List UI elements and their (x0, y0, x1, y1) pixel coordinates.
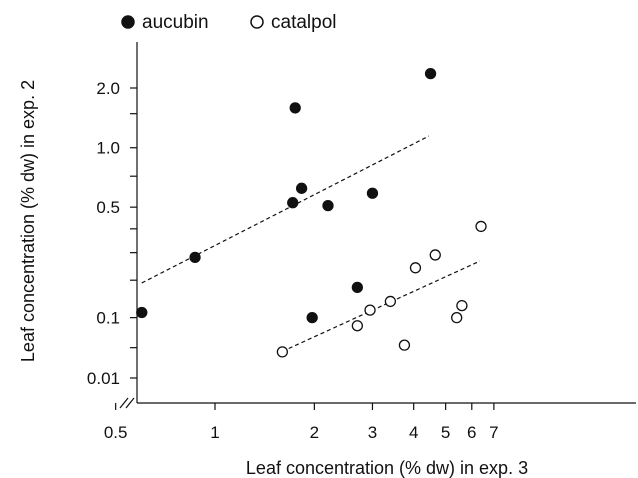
data-point-catalpol (398, 339, 411, 351)
x-tick-label: 2 (310, 423, 319, 442)
data-point-catalpol (451, 311, 463, 324)
data-point-catalpol (456, 299, 468, 312)
data-point-aucubin (351, 281, 364, 294)
legend-marker-catalpol (250, 15, 264, 29)
data-point-aucubin (306, 311, 318, 324)
trend-line-aucubin (141, 135, 430, 284)
data-point-catalpol (429, 249, 441, 261)
data-point-aucubin (424, 67, 437, 80)
x-tick-label: 0.5 (104, 423, 128, 442)
data-point-aucubin (295, 182, 308, 194)
data-point-aucubin (136, 306, 148, 319)
trend-lines (141, 135, 481, 352)
data-point-catalpol (351, 320, 364, 332)
x-axis-title: Leaf concentration (% dw) in exp. 3 (246, 458, 528, 478)
y-tick-label: 2.0 (96, 79, 120, 98)
data-point-catalpol (475, 220, 487, 233)
data-point-aucubin (289, 102, 301, 114)
y-tick-label: 0.01 (87, 369, 120, 388)
x-ticks: 0.5 1 2 3 4 5 6 7 (104, 403, 499, 442)
data-point-aucubin (189, 251, 201, 263)
legend-label-catalpol: catalpol (271, 12, 337, 33)
x-tick-label: 7 (489, 423, 498, 442)
data-point-catalpol (276, 346, 289, 358)
y-ticks: 0.01 0.1 0.5 1.0 2.0 (87, 79, 137, 388)
data-point-aucubin (322, 199, 334, 212)
legend: aucubin catalpol (121, 12, 337, 33)
y-tick-label: 0.5 (96, 198, 120, 217)
x-tick-label: 5 (441, 423, 450, 442)
x-tick-label: 6 (467, 423, 476, 442)
y-tick-label: 0.1 (96, 309, 120, 328)
axes (119, 42, 636, 409)
x-tick-label: 4 (409, 423, 418, 442)
data-point-aucubin (287, 197, 299, 209)
data-points (136, 67, 487, 358)
y-axis-title: Leaf concentration (% dw) in exp. 2 (18, 80, 38, 362)
legend-label-aucubin: aucubin (142, 12, 209, 33)
axis-break-mark (119, 397, 135, 409)
x-tick-label: 3 (368, 423, 377, 442)
data-point-catalpol (364, 304, 376, 316)
data-point-catalpol (409, 262, 422, 274)
trend-line-catalpol (282, 260, 481, 352)
data-point-aucubin (366, 187, 379, 199)
data-point-catalpol (384, 295, 397, 308)
x-tick-label: 1 (210, 423, 219, 442)
y-tick-label: 1.0 (96, 139, 120, 158)
legend-marker-aucubin (121, 15, 135, 29)
